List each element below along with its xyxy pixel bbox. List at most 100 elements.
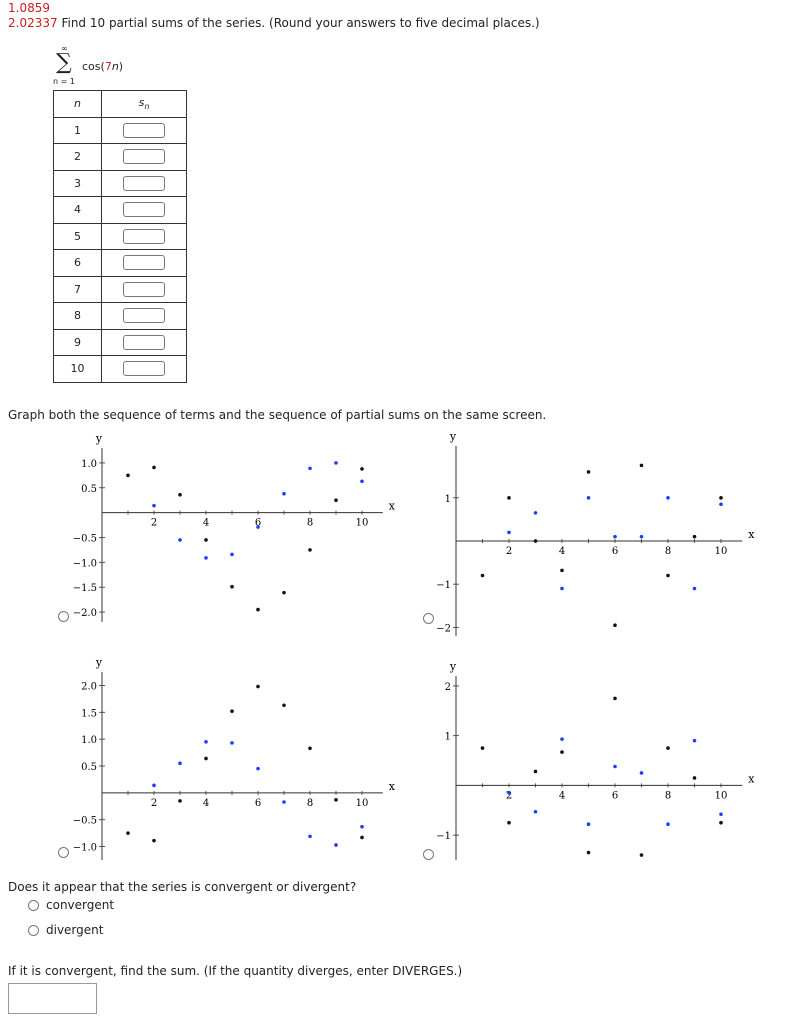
data-point xyxy=(586,850,591,855)
data-point xyxy=(719,812,723,817)
data-point xyxy=(282,703,286,708)
data-point xyxy=(507,820,511,825)
graph-4: y x 2 4 6 8 10 2 1 −1 xyxy=(436,660,755,860)
data-point xyxy=(282,590,286,595)
y-axis-label: y xyxy=(449,660,457,673)
data-point xyxy=(480,573,485,578)
partial-sum-input-6[interactable] xyxy=(123,255,165,271)
data-point xyxy=(533,769,538,774)
y-tick-label: 1 xyxy=(445,732,451,743)
data-point xyxy=(719,820,723,825)
data-point xyxy=(719,496,723,500)
y-tick-label: 0.5 xyxy=(81,762,97,773)
table-row: 4 xyxy=(53,196,187,224)
data-point xyxy=(178,492,182,497)
x-tick-label: 10 xyxy=(356,518,369,529)
graph-option-2-radio[interactable] xyxy=(423,613,434,624)
question-text: Find 10 partial sums of the series. (Rou… xyxy=(61,16,540,30)
x-tick-label: 8 xyxy=(307,798,313,809)
data-point xyxy=(360,824,364,829)
graph-option-4-radio[interactable] xyxy=(423,849,434,860)
data-point xyxy=(126,831,130,835)
convergent-radio[interactable] xyxy=(28,900,39,911)
data-point xyxy=(334,798,338,802)
graph-option-3-radio[interactable] xyxy=(58,847,69,858)
data-point xyxy=(586,470,591,474)
y-tick-label: 1 xyxy=(445,494,451,505)
partial-sum-input-1[interactable] xyxy=(123,122,165,138)
table-header-row: n sn xyxy=(53,90,187,118)
data-point xyxy=(666,573,670,578)
data-point xyxy=(586,496,591,500)
x-tick-label: 4 xyxy=(203,798,209,809)
x-tick-label: 6 xyxy=(255,518,261,529)
data-point xyxy=(282,800,286,804)
row-index: 6 xyxy=(53,249,102,277)
table-row: 2 xyxy=(53,143,187,171)
data-point xyxy=(560,586,564,591)
graph-option-1-radio[interactable] xyxy=(58,611,69,622)
data-point xyxy=(282,491,286,496)
data-point xyxy=(692,738,697,743)
partial-sum-cell xyxy=(101,116,187,144)
data-point xyxy=(560,568,564,573)
x-axis-label: x xyxy=(748,528,755,541)
partial-sum-input-10[interactable] xyxy=(123,361,165,377)
graph-1: y x 2 4 6 8 10 1.0 0.5 −0.5 −1.0 −1.5 −2.0 xyxy=(73,432,396,622)
data-point xyxy=(204,740,208,744)
partial-sum-cell xyxy=(101,222,187,250)
x-tick-label: 6 xyxy=(612,790,618,801)
sum-answer-input[interactable] xyxy=(8,983,97,1014)
data-point xyxy=(256,525,260,529)
y-axis-label: y xyxy=(95,656,103,669)
row-index: 3 xyxy=(53,169,102,197)
partial-sum-input-5[interactable] xyxy=(123,228,165,244)
x-tick-label: 2 xyxy=(151,798,157,809)
y-tick-label: 2 xyxy=(445,682,451,693)
partial-sum-input-2[interactable] xyxy=(123,149,165,165)
partial-sum-input-8[interactable] xyxy=(123,308,165,324)
y-axis-label: y xyxy=(449,430,457,443)
partial-sum-input-9[interactable] xyxy=(123,334,165,350)
convergence-question: Does it appear that the series is conver… xyxy=(8,880,357,894)
x-tick-label: 4 xyxy=(559,546,565,557)
data-point xyxy=(692,776,697,780)
y-tick-label: 1.5 xyxy=(81,708,97,719)
data-point xyxy=(152,838,156,843)
data-point xyxy=(256,684,260,689)
x-tick-label: 8 xyxy=(307,518,313,529)
x-tick-label: 4 xyxy=(203,518,209,529)
data-point xyxy=(613,696,617,701)
graph-2: y x 2 4 6 8 10 1 −1 −2 xyxy=(436,430,755,636)
y-tick-label: −0.5 xyxy=(73,533,97,544)
partial-sum-cell xyxy=(101,249,187,277)
data-point xyxy=(639,463,644,468)
data-point xyxy=(533,809,538,814)
x-tick-label: 2 xyxy=(506,790,512,801)
data-point xyxy=(152,783,156,788)
row-index: 2 xyxy=(53,143,102,171)
data-point xyxy=(256,766,260,771)
partial-sum-input-3[interactable] xyxy=(123,175,165,191)
data-point xyxy=(308,834,312,839)
data-point xyxy=(308,746,312,751)
y-axis-label: y xyxy=(95,432,103,445)
y-tick-label: −2.0 xyxy=(73,608,97,619)
data-point xyxy=(586,822,591,826)
divergent-radio[interactable] xyxy=(28,925,39,936)
partial-sum-input-7[interactable] xyxy=(123,281,165,297)
data-point xyxy=(360,479,364,484)
x-tick-label: 10 xyxy=(715,546,728,557)
partial-sum-cell xyxy=(101,143,187,171)
data-point xyxy=(533,539,538,543)
data-point xyxy=(204,756,208,761)
data-point xyxy=(152,465,156,470)
data-point xyxy=(613,623,617,628)
partial-sums-table: n sn 1 2 3 4 5 6 7 8 9 10 xyxy=(53,90,187,383)
partial-sum-input-4[interactable] xyxy=(123,202,165,218)
data-point xyxy=(507,791,511,795)
data-point xyxy=(308,548,312,552)
table-row: 7 xyxy=(53,275,187,303)
data-point xyxy=(204,556,208,560)
data-point xyxy=(334,461,338,465)
